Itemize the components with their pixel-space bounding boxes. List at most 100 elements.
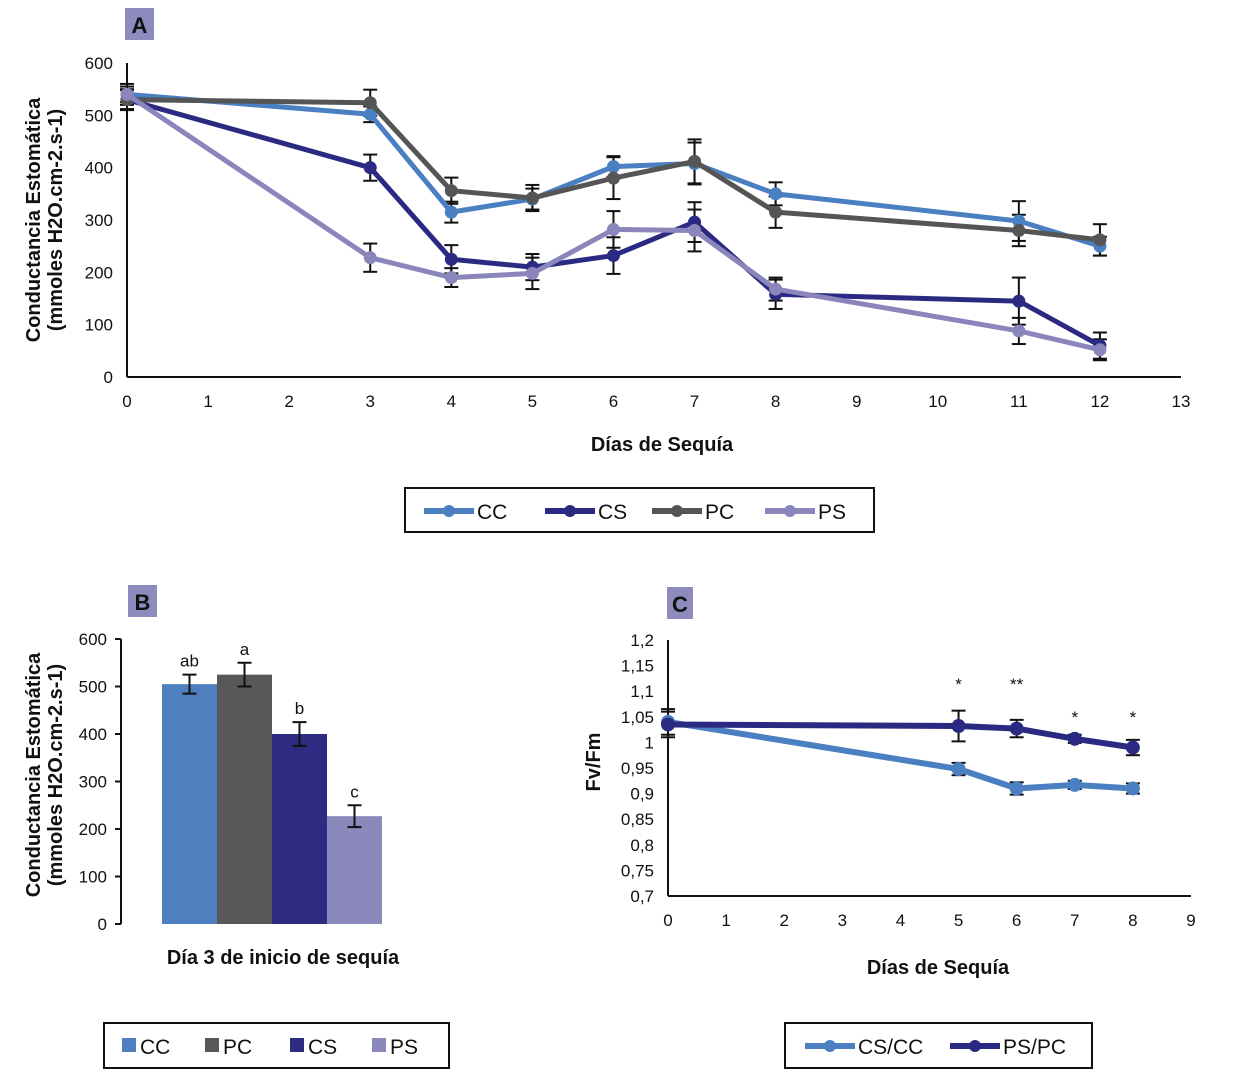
panel-b-y-tick-label: 100 [79,868,107,887]
panel-c-y-tick-label: 1 [645,733,654,752]
panel-a-point-pc [769,205,783,219]
panel-a-point-pc [525,191,539,205]
panel-b-ylabel: Conductancia Estomática (mmoles H2O.cm-2… [23,652,67,897]
panel-c-y-tick-label: 1,05 [621,708,654,727]
panel-a-y-tick-label: 100 [85,316,113,335]
panel-b-y-tick-label: 200 [79,820,107,839]
panel-a-point-cc [444,205,458,219]
panel-a-legend-marker-ps [784,505,796,517]
panel-c-point-ps-pc [1009,721,1024,736]
panel-b-legend: CC PC CS PS [103,1022,450,1069]
panel-c-y-tick-label: 1,2 [630,631,654,650]
panel-a-x-tick-label: 8 [771,392,780,411]
panel-a-point-pc [606,171,620,185]
panel-a-point-ps [606,222,620,236]
panel-c-legend-marker-cs-cc [824,1040,836,1052]
panel-a-legend-label-cs: CS [598,501,627,524]
panel-b-legend-label-cc: CC [140,1036,170,1059]
panel-a-x-tick-label: 5 [528,392,537,411]
panel-a-point-pc [1093,233,1107,247]
panel-a-y-tick-label: 300 [85,211,113,230]
panel-c: C Fv/Fm Días de Sequía 0,7 0,75 0,8 0,85 0,9… [583,587,1196,1069]
panel-a-ylabel: Conductancia Estomática (mmoles H2O.cm-2… [23,97,67,342]
panel-c-ylabel: Fv/Fm [583,733,605,792]
panel-c-point-ps-pc [1125,740,1140,755]
panel-b-legend-swatch-pc [205,1038,219,1052]
panel-c-x-tick-label: 8 [1128,911,1137,930]
panel-c-significance-marker: ** [1010,675,1024,694]
panel-b-significance-letter: a [240,640,250,659]
panel-b-bar-ps [327,816,382,924]
panel-a-point-cc [606,160,620,174]
panel-c-y-tick-label: 0,9 [630,785,654,804]
panel-c-y-tick-label: 0,75 [621,861,654,880]
panel-c-significance-marker: * [955,675,962,694]
panel-c-point-ps-pc [661,717,675,732]
panel-a-point-cs [1012,294,1026,308]
panel-a-y-tick-label: 600 [85,54,113,73]
panel-a-point-pc [444,184,458,198]
panel-a-legend-marker-cs [564,505,576,517]
panel-a-point-ps [444,271,458,285]
panel-b-legend-swatch-cc [122,1038,136,1052]
panel-a-legend-label-pc: PC [705,501,734,524]
panel-a-point-cs [606,249,620,263]
panel-a-point-ps [1012,324,1026,338]
panel-a-point-ps [688,223,702,237]
panel-c-point-cs-cc [951,762,966,777]
panel-a-x-tick-label: 7 [690,392,699,411]
panel-a-point-ps [120,87,134,101]
panel-a-x-tick-label: 13 [1172,392,1191,411]
panel-c-x-tick-label: 6 [1012,911,1021,930]
panel-a-legend: CC CS PC PS [404,487,875,533]
panel-b-ylabel-line2: (mmoles H2O.cm-2.s-1) [45,664,67,886]
panel-c-legend: CS/CC PS/PC [784,1022,1093,1069]
panel-c-y-tick-label: 0,85 [621,810,654,829]
panel-c-y-tick-label: 0,95 [621,759,654,778]
panel-a-legend-marker-cc [443,505,455,517]
panel-c-ylabel-text: Fv/Fm [583,733,605,792]
panel-b-y-tick-label: 300 [79,773,107,792]
panel-b-legend-label-ps: PS [390,1036,418,1059]
panel-c-legend-label-ps-pc: PS/PC [1003,1036,1066,1059]
panel-a-ylabel-line1: Conductancia Estomática [23,97,45,342]
panel-a-legend-marker-pc [671,505,683,517]
panel-a-legend-label-ps: PS [818,501,846,524]
panel-a-point-ps [363,251,377,265]
panel-b-bar-pc [217,674,272,924]
panel-b-y-tick-label: 500 [79,678,107,697]
panel-a-x-tick-label: 1 [203,392,212,411]
panel-b-y-tick-label: 400 [79,725,107,744]
panel-c-x-tick-label: 9 [1186,911,1195,930]
panel-c-x-tick-label: 3 [838,911,847,930]
panel-a: A Conductancia Estomática (mmoles H2O.cm… [23,8,1191,533]
panel-b-significance-letter: c [350,782,359,801]
panel-c-x-tick-label: 5 [954,911,963,930]
panel-b-label-box [128,585,157,617]
panel-c-x-tick-label: 4 [896,911,905,930]
panel-a-point-ps [525,266,539,280]
panel-b-legend-label-cs: CS [308,1036,337,1059]
panel-a-point-cc [1012,214,1026,228]
panel-b-xlabel: Día 3 de inicio de sequía [167,947,400,969]
panel-b-y-tick-label: 600 [79,630,107,649]
panel-c-legend-marker-ps-pc [969,1040,981,1052]
panel-a-x-tick-label: 0 [122,392,131,411]
panel-a-y-tick-label: 0 [104,368,113,387]
panel-a-point-cs [444,252,458,266]
panel-b-bar-cs [272,734,327,924]
panel-a-x-tick-label: 4 [447,392,456,411]
panel-a-x-tick-label: 9 [852,392,861,411]
panel-c-y-tick-label: 1,1 [630,682,654,701]
panel-c-x-tick-label: 7 [1070,911,1079,930]
panel-c-y-tick-label: 0,8 [630,836,654,855]
panel-b: B Conductancia Estomática (mmoles H2O.cm… [23,585,450,1069]
panel-b-significance-letter: ab [180,652,199,671]
panel-a-point-cc [363,107,377,121]
panel-a-y-tick-label: 200 [85,263,113,282]
panel-c-point-cs-cc [1067,777,1082,792]
panel-a-label-box [125,8,154,40]
panel-a-ylabel-line2: (mmoles H2O.cm-2.s-1) [45,109,67,331]
panel-c-xlabel: Días de Sequía [867,957,1010,979]
